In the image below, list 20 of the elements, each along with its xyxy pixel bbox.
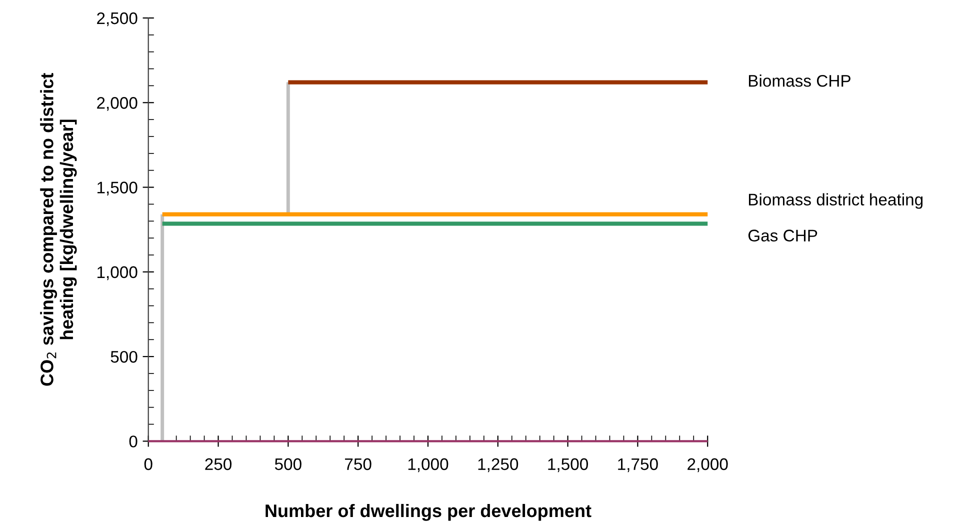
x-tick-label: 1,000 xyxy=(408,458,448,472)
y-axis-title: CO$_{2}$ savings compared to no district heating [kg/dwelling/year] xyxy=(40,73,77,386)
y-tick-label: 500 xyxy=(110,350,138,363)
y-tick-label: 2,000 xyxy=(97,97,138,111)
x-tick-label: 500 xyxy=(274,458,302,470)
x-axis-title: Number of dwellings per development xyxy=(266,504,592,521)
x-tick-label: 0 xyxy=(144,458,152,470)
x-tick-label: 250 xyxy=(205,458,232,470)
text: Biomass district heating xyxy=(748,193,923,209)
x-tick-label: 1,750 xyxy=(618,458,658,472)
text: Biomass CHP xyxy=(748,74,850,87)
x-tick-label: 2,000 xyxy=(688,458,728,472)
y-tick-label: 0 xyxy=(129,436,138,448)
text: Gas CHP xyxy=(748,230,818,242)
y-tick-label: 1,500 xyxy=(98,182,138,196)
x-tick-label: 1,250 xyxy=(478,458,518,472)
y-tick-label: 1,000 xyxy=(98,266,138,280)
x-tick-label: 1,500 xyxy=(548,458,588,472)
y-tick-label: 2,500 xyxy=(97,12,138,26)
x-tick-label: 750 xyxy=(345,458,372,470)
